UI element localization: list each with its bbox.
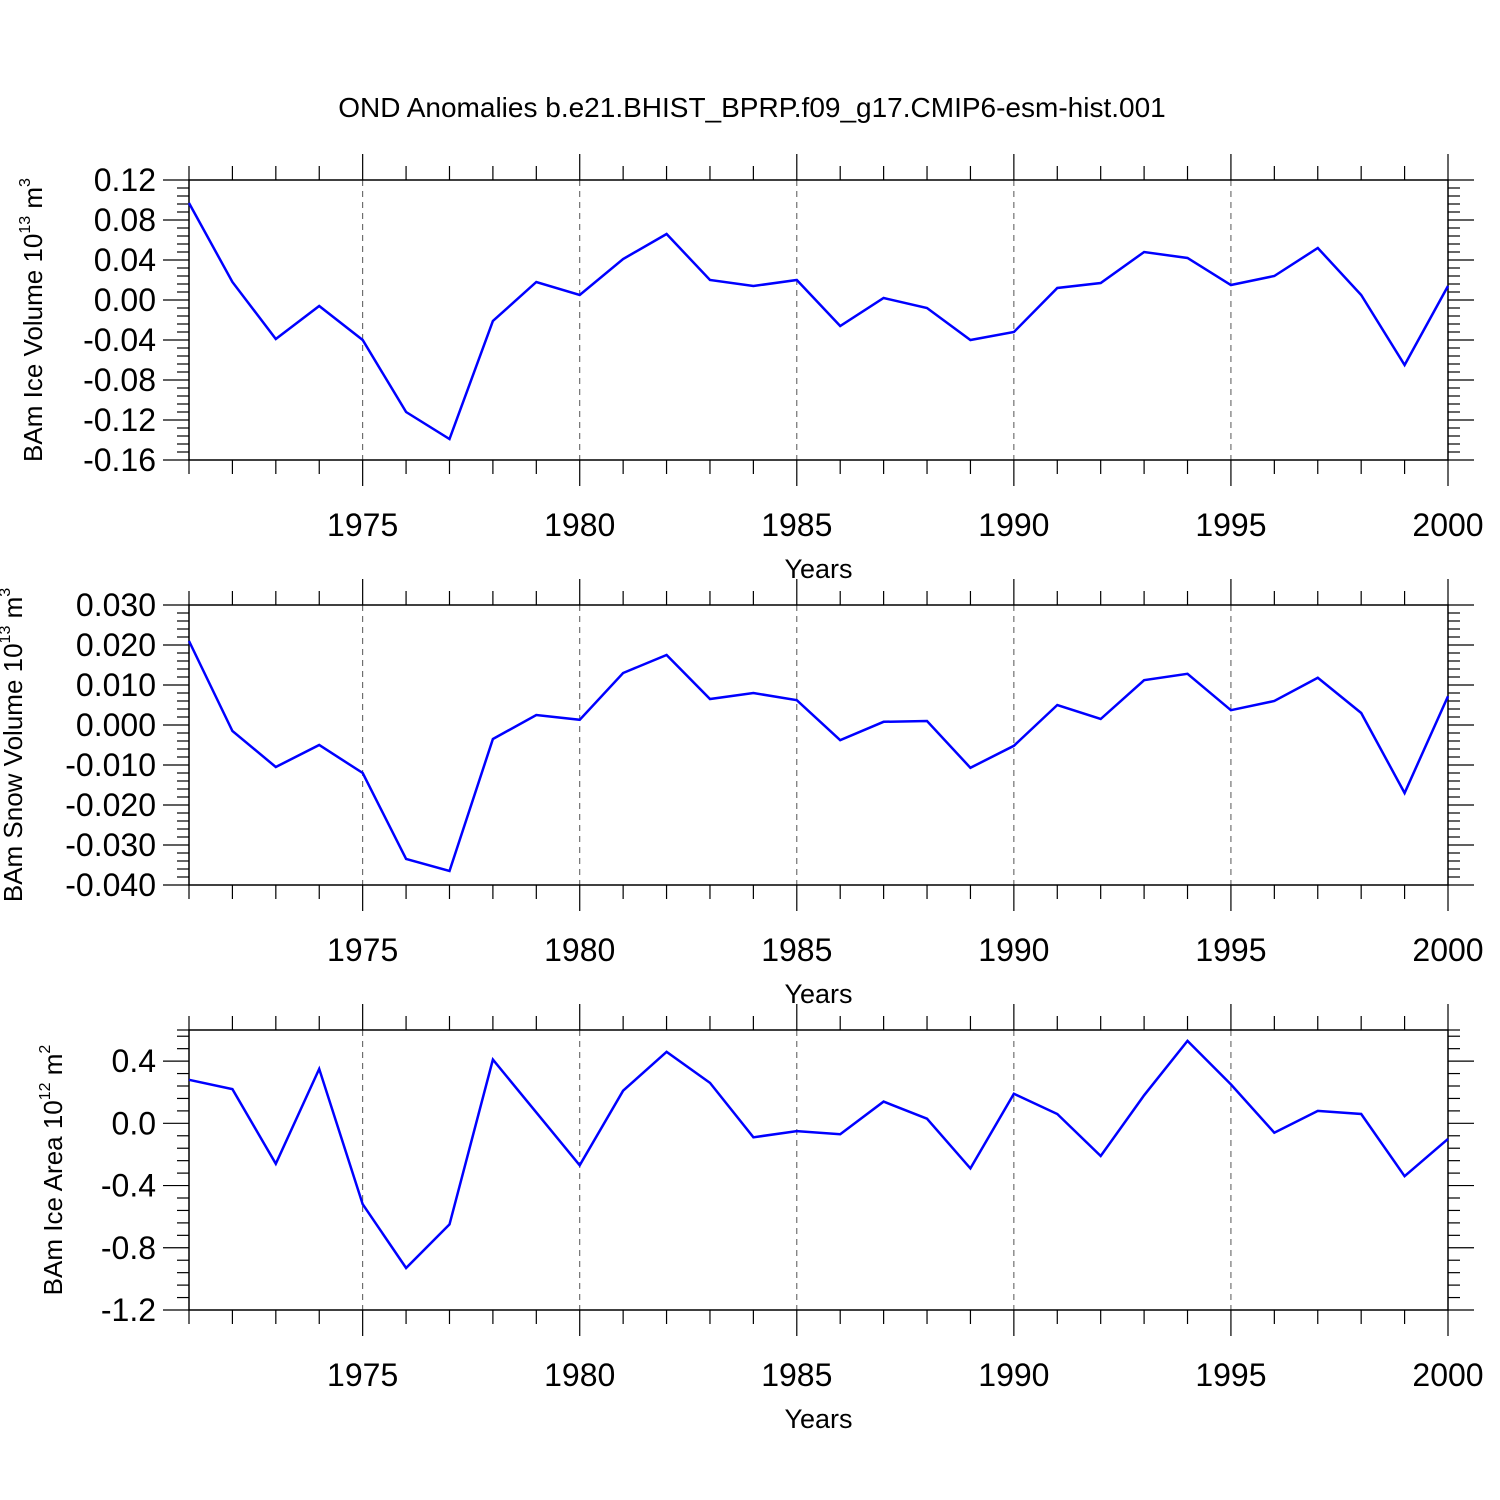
x-axis-label: Years xyxy=(784,554,852,584)
y-tick-label: 0.020 xyxy=(76,627,156,663)
x-tick-label: 1990 xyxy=(978,932,1049,968)
y-tick-label: -0.4 xyxy=(101,1168,156,1204)
y-tick-label: 0.010 xyxy=(76,667,156,703)
x-tick-label: 1995 xyxy=(1195,932,1266,968)
y-tick-label: -0.04 xyxy=(83,322,156,358)
figure-title: OND Anomalies b.e21.BHIST_BPRP.f09_g17.C… xyxy=(338,92,1165,123)
x-tick-label: 1975 xyxy=(327,1357,398,1393)
plot-frame xyxy=(188,1029,1449,1311)
y-tick-label: -0.8 xyxy=(101,1230,156,1266)
x-tick-label: 1975 xyxy=(327,507,398,543)
y-tick-label: 0.030 xyxy=(76,587,156,623)
y-tick-label: -0.12 xyxy=(83,402,156,438)
y-tick-label: -0.020 xyxy=(65,787,156,823)
x-tick-label: 1980 xyxy=(544,1357,615,1393)
x-tick-label: 2000 xyxy=(1412,932,1483,968)
x-tick-label: 1990 xyxy=(978,507,1049,543)
x-tick-label: 1990 xyxy=(978,1357,1049,1393)
y-axis-label: BAm Snow Volume 1013 m3 xyxy=(0,588,28,902)
x-tick-label: 2000 xyxy=(1412,1357,1483,1393)
panel-2: -0.040 -0.030 -0.020 -0.010 0.000 0.010 0.020 0… xyxy=(0,579,1484,1009)
x-axis-label: Years xyxy=(784,979,852,1009)
x-tick-label: 1985 xyxy=(761,507,832,543)
series-line xyxy=(187,640,1450,873)
y-axis-label: BAm Ice Volume 1013 m3 xyxy=(17,178,48,462)
panel-3: -1.2 -0.8 -0.4 0.0 0.4 1975 1980 1985 1990 1995 20… xyxy=(37,1004,1484,1434)
y-tick-label: -0.010 xyxy=(65,747,156,783)
y-tick-label: -1.2 xyxy=(101,1292,156,1328)
y-axis-label: BAm Ice Area 1012 m2 xyxy=(37,1045,68,1296)
y-tick-label: 0.12 xyxy=(94,162,156,198)
y-tick-label: 0.0 xyxy=(112,1105,156,1141)
y-tick-label: -0.08 xyxy=(83,362,156,398)
x-tick-label: 1985 xyxy=(761,1357,832,1393)
plot-frame xyxy=(188,179,1449,461)
series-line xyxy=(188,1039,1449,1270)
x-tick-label: 1975 xyxy=(327,932,398,968)
panel-1: -0.16 -0.12 -0.08 -0.04 0.00 0.04 0.08 0.12 1975… xyxy=(17,154,1484,584)
y-tick-label: -0.030 xyxy=(65,827,156,863)
y-tick-label: -0.040 xyxy=(65,867,156,903)
series-line xyxy=(187,202,1450,441)
x-tick-label: 1995 xyxy=(1195,507,1266,543)
x-tick-label: 1985 xyxy=(761,932,832,968)
y-tick-label: 0.04 xyxy=(94,242,156,278)
x-tick-label: 1995 xyxy=(1195,1357,1266,1393)
x-tick-label: 1980 xyxy=(544,932,615,968)
y-tick-label: 0.000 xyxy=(76,707,156,743)
plot-frame xyxy=(188,604,1449,886)
x-tick-label: 2000 xyxy=(1412,507,1483,543)
y-tick-label: 0.4 xyxy=(112,1043,156,1079)
y-tick-label: 0.08 xyxy=(94,202,156,238)
y-tick-label: -0.16 xyxy=(83,442,156,478)
x-axis-label: Years xyxy=(784,1404,852,1434)
x-tick-label: 1980 xyxy=(544,507,615,543)
y-tick-label: 0.00 xyxy=(94,282,156,318)
